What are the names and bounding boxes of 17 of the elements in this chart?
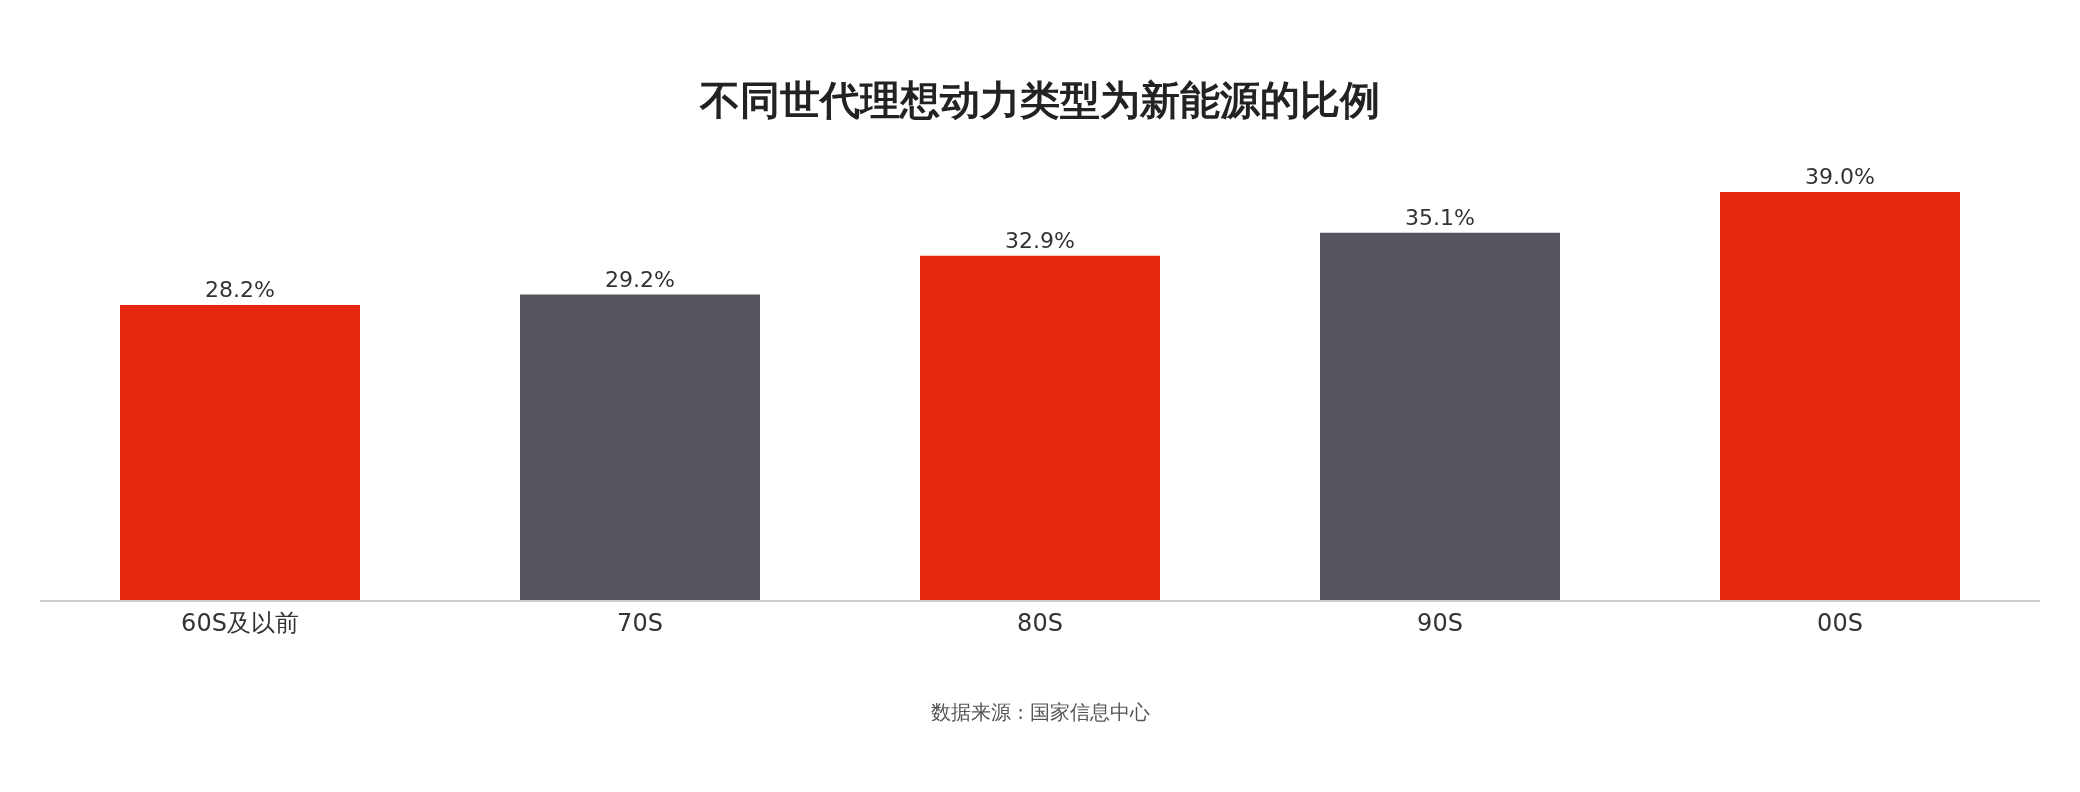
x-tick-label: 70S <box>617 608 663 637</box>
data-label: 28.2% <box>205 277 275 303</box>
source-note: 数据来源 : 国家信息中心 <box>931 700 1151 724</box>
bar <box>920 255 1160 600</box>
bar <box>120 305 360 600</box>
x-tick-label: 00S <box>1817 608 1863 637</box>
data-label: 32.9% <box>1005 227 1075 253</box>
x-tick-label: 80S <box>1017 608 1063 637</box>
bar <box>1720 192 1960 600</box>
data-label: 35.1% <box>1405 204 1475 230</box>
bar <box>520 294 760 600</box>
x-tick-label: 90S <box>1417 608 1463 637</box>
bar <box>1320 232 1560 600</box>
data-label: 39.0% <box>1805 164 1875 190</box>
x-tick-label: 60S及以前 <box>181 608 299 637</box>
chart-title: 不同世代理想动力类型为新能源的比例 <box>699 76 1380 123</box>
data-label: 29.2% <box>605 266 675 292</box>
